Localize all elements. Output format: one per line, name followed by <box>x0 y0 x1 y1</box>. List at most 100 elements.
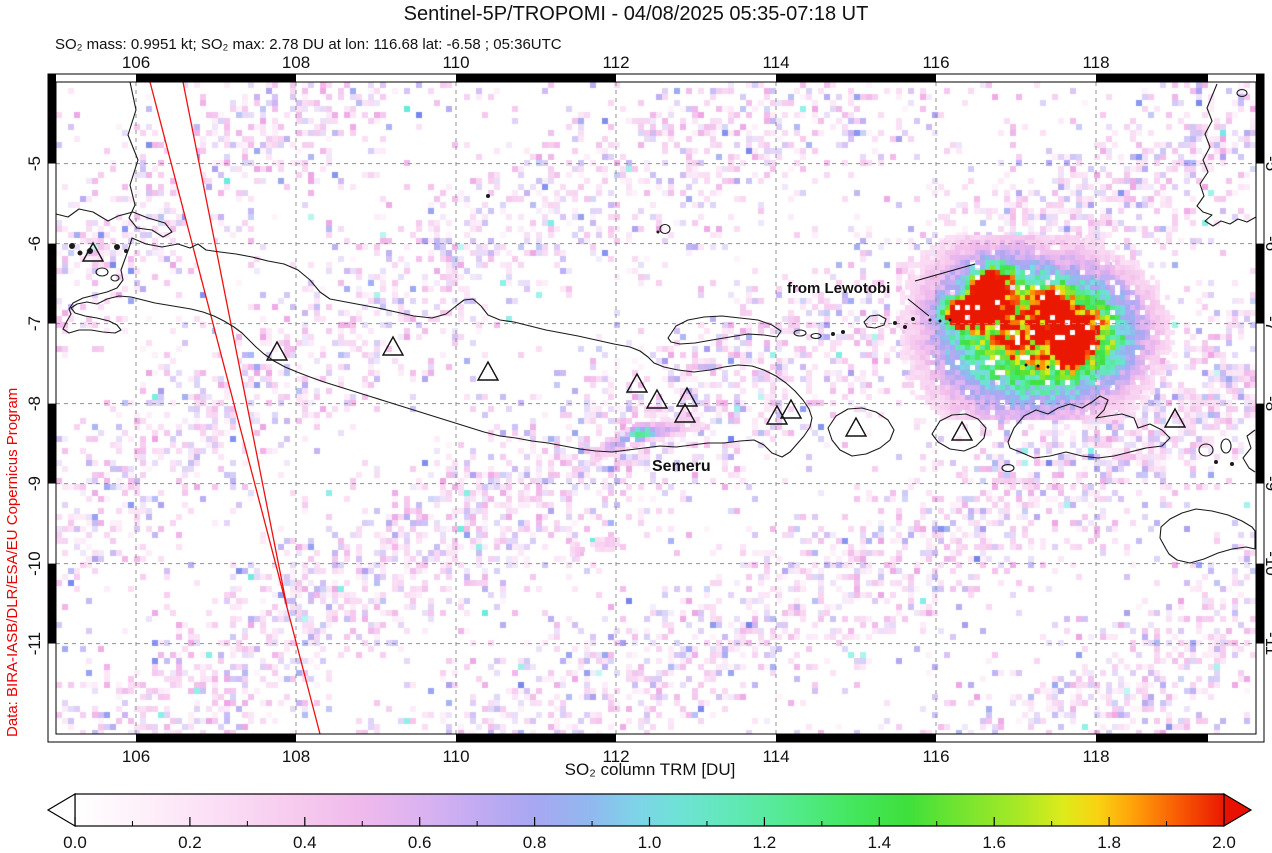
lat-tick-label-right: -10 <box>1262 551 1272 576</box>
colorbar-tick-label: 0.2 <box>178 833 202 852</box>
coastline-java <box>62 237 813 458</box>
coastline-bali <box>827 407 895 457</box>
volcano-triangle-icon <box>645 388 669 409</box>
islet-outline <box>1220 438 1232 454</box>
volcano-triangle-icon <box>381 335 405 356</box>
annotation-label: Semeru <box>652 458 711 475</box>
frame-segment <box>1256 563 1264 644</box>
coastline-lombok <box>931 413 987 452</box>
islet-outline <box>659 223 671 235</box>
frame-segment <box>1256 643 1264 742</box>
islet-dot <box>903 325 907 329</box>
swath-edge-line <box>149 81 321 735</box>
frame-segment <box>48 74 56 164</box>
lon-tick-label-bottom: 116 <box>922 747 949 766</box>
frame-segment <box>1096 734 1208 742</box>
islet-outline <box>810 332 822 340</box>
subtitle-stats: SO₂ mass: 0.9951 kt; SO₂ max: 2.78 DU at… <box>55 36 562 53</box>
frame-segment <box>48 163 56 244</box>
lon-tick-label-bottom: 110 <box>442 747 469 766</box>
islet-dot <box>911 317 915 321</box>
lat-tick-label-left: -10 <box>25 551 44 576</box>
lon-tick-label-top: 112 <box>602 53 629 72</box>
lon-tick-label-bottom: 108 <box>282 747 310 766</box>
frame-segment <box>48 563 56 644</box>
lon-tick-label-bottom: 106 <box>122 747 150 766</box>
frame-segment <box>936 734 1096 742</box>
colorbar-tick-label: 1.2 <box>753 833 777 852</box>
volcano-triangle-icon <box>476 360 500 381</box>
frame-segment <box>48 643 56 742</box>
lat-tick-label-right: -7 <box>1262 316 1272 331</box>
coastline-madura <box>667 315 782 345</box>
coastline-flores-west <box>1242 429 1256 473</box>
frame-segment <box>48 403 56 484</box>
grid-lines <box>56 82 1256 734</box>
islet-dot <box>69 243 75 249</box>
frame-segment <box>1256 483 1264 564</box>
lon-tick-label-top: 114 <box>762 53 789 72</box>
frame-segment <box>776 734 936 742</box>
lon-tick-label-bottom: 112 <box>602 747 629 766</box>
islet-outline <box>1198 443 1214 457</box>
lat-tick-label-right: -11 <box>1262 632 1272 655</box>
frame-segment <box>1232 74 1256 82</box>
annotation-pointer-line <box>907 298 930 317</box>
frame-segment <box>1208 74 1232 82</box>
islet-dot <box>841 330 845 334</box>
lat-tick-label-left: -7 <box>25 316 44 331</box>
frame-segment <box>1256 163 1264 244</box>
frame-segment <box>1256 403 1264 484</box>
volcano-triangle-icon <box>1163 407 1187 428</box>
islet-outline <box>95 267 109 277</box>
islet-dot <box>1024 363 1028 367</box>
colorbar-tick-label: 0.4 <box>293 833 317 852</box>
colorbar-tick-label: 1.4 <box>867 833 891 852</box>
coastline-sumatra <box>55 81 173 238</box>
colorbar-tick-label: 0.8 <box>523 833 547 852</box>
volcano-triangle-icon <box>844 416 868 437</box>
coastline-sumbawa <box>1007 395 1171 459</box>
lat-tick-label-left: -5 <box>25 156 44 171</box>
frame-segment <box>456 734 616 742</box>
coastline-kangean <box>863 314 887 329</box>
colorbar-label: SO₂ column TRM [DU] <box>564 760 736 779</box>
islet-dot <box>124 249 128 253</box>
islet-dot <box>938 319 942 323</box>
frame-segment <box>296 74 456 82</box>
volcano-triangle-icon <box>950 420 974 441</box>
page-title: Sentinel-5P/TROPOMI - 04/08/2025 05:35-0… <box>403 3 869 25</box>
colorbar-tick-label: 1.0 <box>638 833 662 852</box>
volcano-triangle-icon <box>675 386 699 407</box>
volcano-triangle-icon <box>779 398 803 419</box>
credit-text: Data: BIRA-IASB/DLR/ESA/EU Copernicus Pr… <box>4 387 21 737</box>
lon-tick-label-top: 108 <box>282 53 310 72</box>
frame-segment <box>48 323 56 404</box>
frame-segment <box>1232 734 1256 742</box>
colorbar-tick-label: 2.0 <box>1212 833 1236 852</box>
lat-tick-label-left: -9 <box>25 476 44 491</box>
frame-segment <box>56 734 136 742</box>
lat-tick-label-left: -11 <box>25 632 44 655</box>
frame-segment <box>616 734 776 742</box>
frame-outer <box>47 73 1265 743</box>
volcano-markers <box>81 241 1187 441</box>
islet-dot <box>656 230 660 234</box>
islet-dot <box>1036 364 1040 368</box>
frame-segment <box>48 243 56 324</box>
coastlines <box>55 81 1257 564</box>
islet-dot <box>928 318 932 322</box>
islet-dot <box>486 194 490 198</box>
swath-edge-lines <box>149 81 321 735</box>
frame-segment <box>296 734 456 742</box>
frame-segment <box>1096 74 1208 82</box>
lat-tick-label-right: -6 <box>1262 236 1272 251</box>
frame-inner <box>55 81 1257 735</box>
colorbar-tick-label: 1.8 <box>1097 833 1121 852</box>
volcano-triangle-icon <box>765 404 789 425</box>
frame-segment <box>56 74 136 82</box>
swath-edge-line <box>182 81 288 608</box>
colorbar: 0.0 0.2 0.4 0.6 0.8 1.0 1.2 1.4 1.6 1.8 2.0 <box>46 792 1253 852</box>
coastline-sumba <box>1159 508 1256 564</box>
